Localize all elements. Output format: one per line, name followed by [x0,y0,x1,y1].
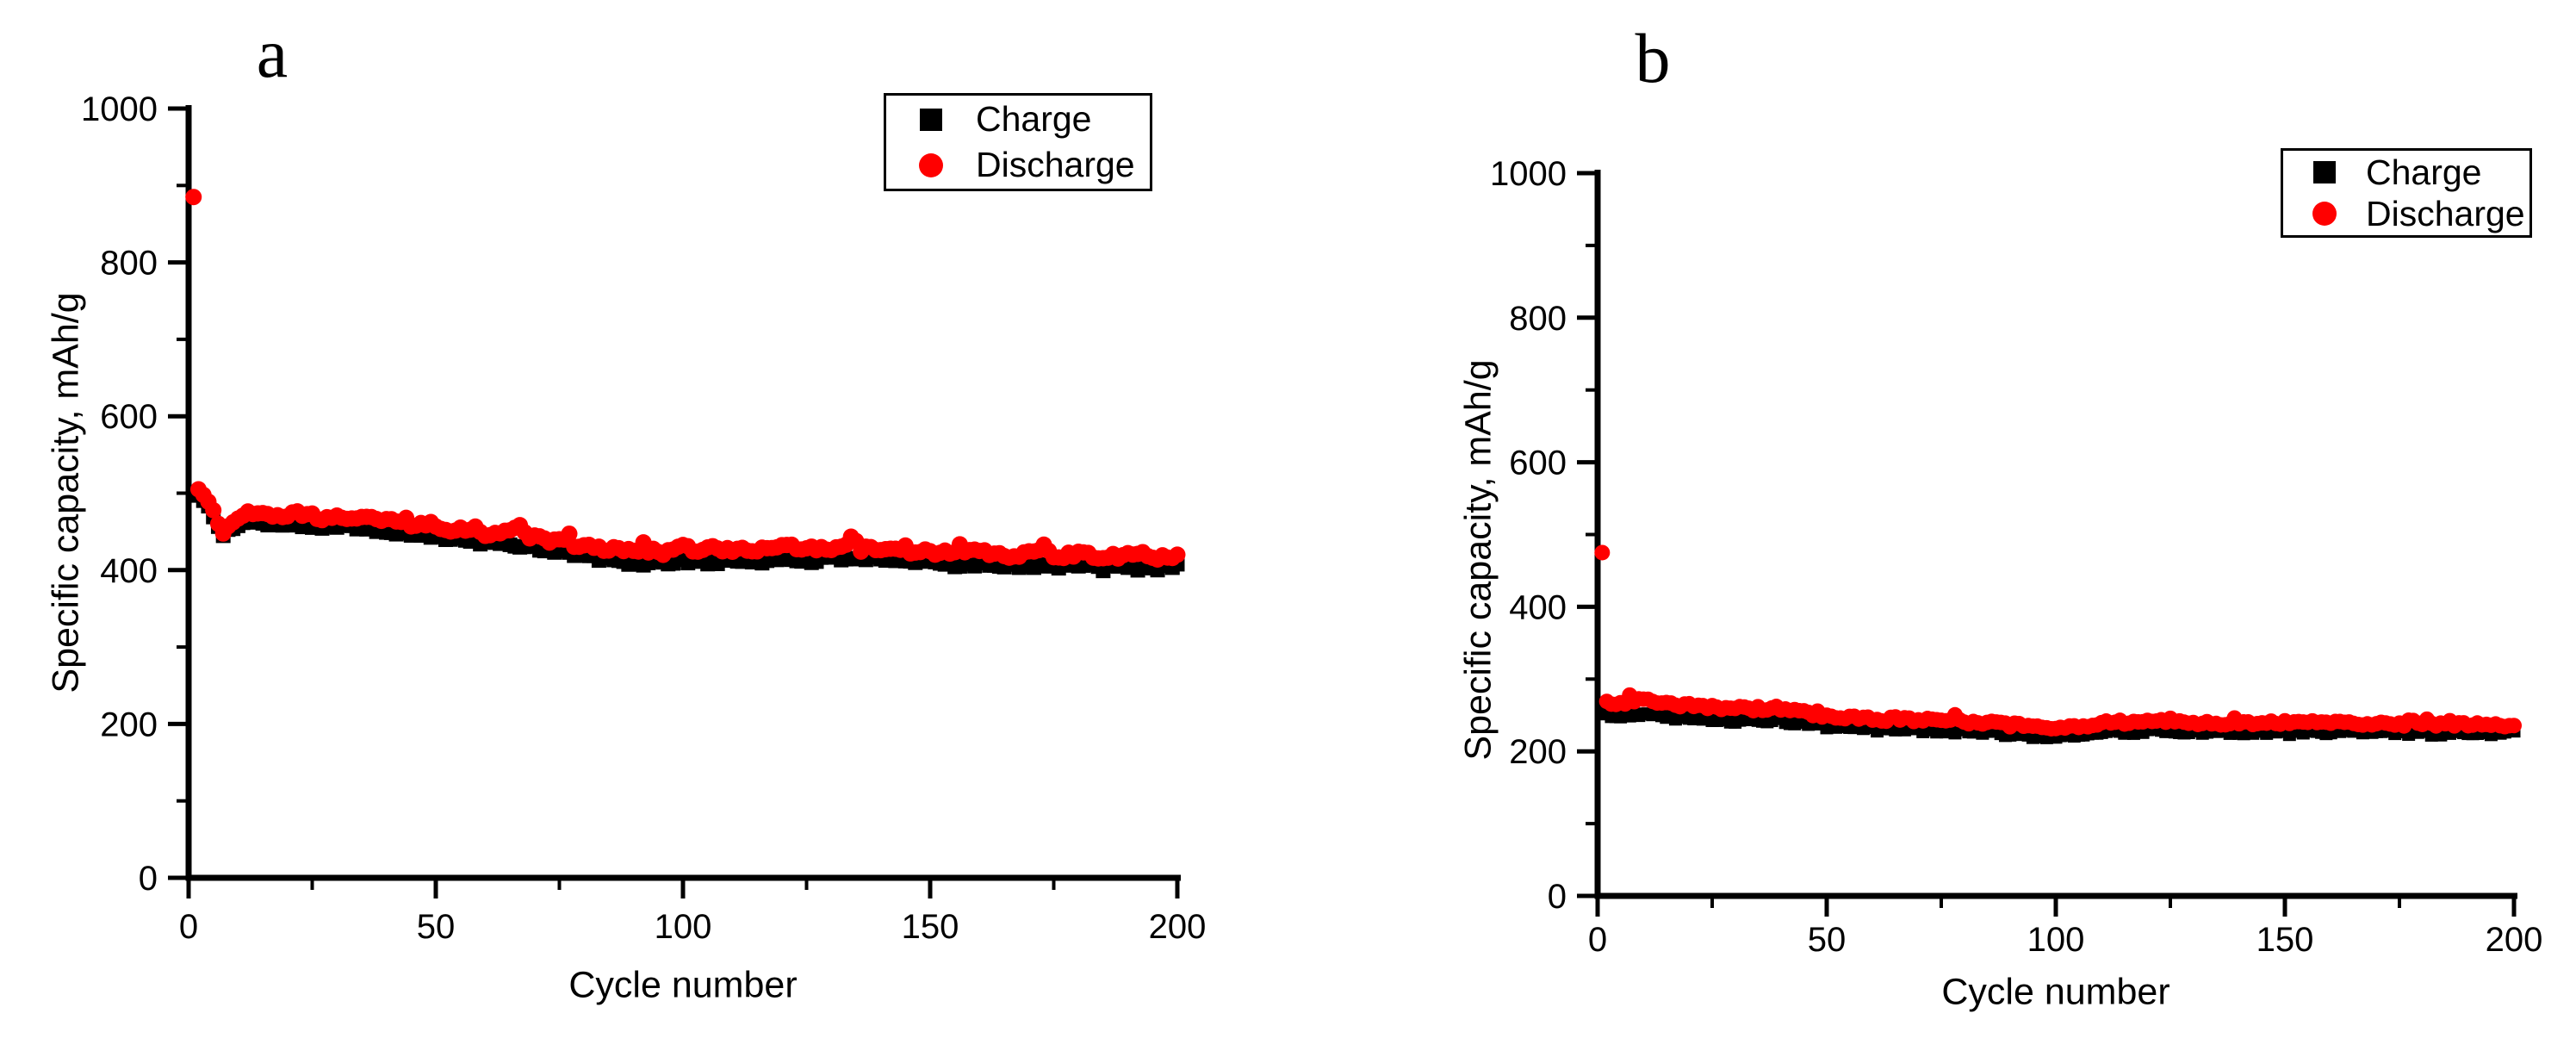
legend-label-discharge: Discharge [976,145,1135,184]
x-tick-label: 100 [655,908,712,946]
panel-a: 0 200 400 600 800 1000 0 50 100 150 200 [81,90,1206,946]
legend-marker-cell [2283,161,2366,183]
y-tick-label: 600 [1509,445,1567,482]
legend-label-discharge: Discharge [2366,193,2525,233]
y-tick-label: 800 [100,245,158,283]
y-tick-label: 0 [1548,878,1567,916]
legend-item-charge: Charge [2283,152,2529,193]
panel-b-letter: b [1635,19,1671,97]
y-tick-label: 1000 [1490,155,1567,193]
panel-a-legend: Charge Discharge [884,93,1152,191]
x-tick-label: 0 [179,908,198,946]
y-tick-label: 800 [1509,300,1567,338]
legend-item-discharge: Discharge [2283,193,2529,234]
x-tick-label: 150 [902,908,959,946]
charge-square-icon [2313,161,2336,183]
x-tick-label: 200 [2486,921,2543,959]
series-discharge-points [185,189,1186,569]
axes [185,105,1181,881]
y-tick-label: 0 [139,860,158,898]
legend-label-charge: Charge [976,99,1092,139]
legend-item-charge: Charge [886,96,1150,142]
panel-a-y-axis-title: Specific capacity, mAh/g [45,292,87,693]
tick-labels: 0 200 400 600 800 1000 0 50 100 150 200 [81,90,1206,946]
legend-label-charge: Charge [2366,152,2482,192]
panel-a-letter: a [256,14,289,92]
y-tick-label: 600 [100,398,158,436]
y-tick-label: 200 [100,706,158,743]
y-tick-label: 400 [100,552,158,590]
tick-marks [1577,171,2517,917]
panel-a-x-axis-title: Cycle number [568,964,798,1006]
panel-b-x-axis-title: Cycle number [1941,971,2170,1013]
legend-marker-cell [886,152,976,177]
legend-marker-cell [2283,202,2366,226]
discharge-circle-icon [919,152,943,177]
panel-b: 0 200 400 600 800 1000 0 50 100 150 200 [1490,155,2542,959]
y-tick-label: 400 [1509,588,1567,626]
discharge-circle-icon [2312,202,2337,226]
tick-marks [168,106,1180,898]
legend-item-discharge: Discharge [886,142,1150,188]
x-tick-label: 50 [417,908,456,946]
panel-b-y-axis-title: Specific capacity, mAh/g [1457,359,1499,761]
x-tick-label: 150 [2256,921,2314,959]
x-tick-label: 200 [1149,908,1207,946]
tick-labels: 0 200 400 600 800 1000 0 50 100 150 200 [1490,155,2542,959]
panel-b-legend: Charge Discharge [2281,148,2532,238]
y-tick-label: 200 [1509,733,1567,771]
legend-marker-cell [886,108,976,131]
x-tick-label: 100 [2027,921,2085,959]
x-tick-label: 50 [1808,921,1847,959]
series-discharge-points [1594,544,2522,737]
y-tick-label: 1000 [81,90,158,128]
axes [1594,170,2517,899]
series-charge-points [186,487,1185,579]
charge-square-icon [920,108,942,131]
x-tick-label: 0 [1588,921,1607,959]
